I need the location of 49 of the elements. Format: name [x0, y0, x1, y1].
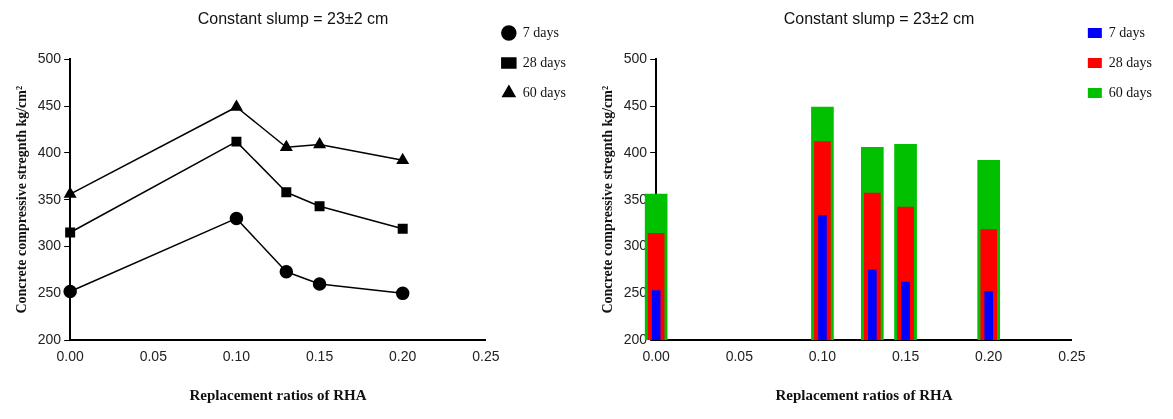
legend-label: 7 days	[522, 24, 560, 40]
chart-title: Constant slump = 23±2 cm	[197, 10, 389, 28]
x-tick-label: 0.20	[975, 348, 1003, 365]
y-axis-title: Concrete compressive stregnth kg/cm²	[14, 85, 30, 314]
x-tick-label: 0.25	[472, 348, 500, 365]
x-axis-title: Replacement ratios of RHA	[775, 386, 953, 403]
point	[231, 136, 242, 147]
point	[229, 211, 244, 226]
y-axis-title: Concrete compressive stregnth kg/cm²	[600, 85, 616, 314]
x-axis-title: Replacement ratios of RHA	[189, 386, 367, 403]
chart-title: Constant slump = 23±2 cm	[783, 10, 975, 28]
point	[281, 187, 292, 198]
x-tick-label: 0.10	[222, 348, 251, 365]
y-tick-label: 450	[623, 96, 648, 113]
x-tick-label: 0.15	[305, 348, 334, 365]
y-tick-label: 300	[37, 237, 62, 254]
x-tick-label: 0.20	[389, 348, 417, 365]
x-tick-label: 0.05	[139, 348, 168, 365]
y-tick-label: 200	[37, 331, 62, 348]
legend-label: 60 days	[522, 84, 567, 100]
y-tick-label: 250	[37, 284, 62, 301]
point	[65, 227, 76, 238]
x-tick-label: 0.05	[725, 348, 754, 365]
x-tick-label: 0.00	[642, 348, 670, 365]
point	[63, 284, 77, 299]
x-tick-label: 0.25	[1058, 348, 1086, 365]
legend-label: 28 days	[522, 54, 567, 70]
x-tick-label: 0.15	[891, 348, 920, 365]
y-tick-label: 400	[623, 143, 648, 160]
point	[396, 153, 409, 165]
y-tick-label: 350	[37, 190, 62, 207]
x-tick-label: 0.00	[56, 348, 84, 365]
legend-label: 60 days	[1108, 84, 1153, 100]
legend-label: 7 days	[1108, 24, 1146, 40]
y-tick-label: 500	[37, 50, 62, 67]
point	[313, 137, 326, 149]
point	[230, 100, 243, 111]
point	[279, 265, 294, 279]
y-tick-label: 500	[623, 50, 648, 67]
point	[280, 140, 293, 151]
point	[312, 277, 327, 291]
point	[64, 187, 77, 198]
point	[397, 223, 408, 234]
point	[395, 286, 410, 301]
point	[314, 201, 325, 212]
legend-label: 28 days	[1108, 54, 1153, 70]
x-tick-label: 0.10	[808, 348, 837, 365]
y-tick-label: 400	[37, 143, 62, 160]
y-tick-label: 450	[37, 96, 62, 113]
